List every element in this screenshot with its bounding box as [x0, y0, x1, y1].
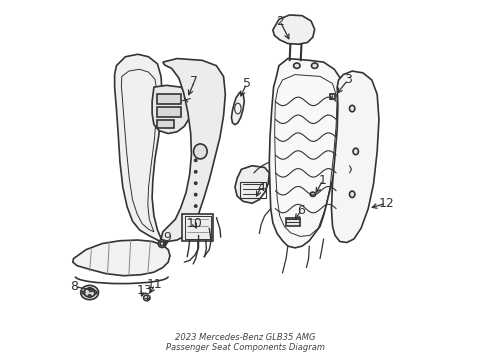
Ellipse shape — [84, 288, 96, 297]
Text: 7: 7 — [190, 75, 198, 88]
Polygon shape — [73, 240, 170, 276]
Bar — [330, 94, 335, 99]
Ellipse shape — [81, 285, 98, 300]
Text: 2: 2 — [276, 14, 284, 27]
Polygon shape — [270, 59, 343, 248]
Ellipse shape — [95, 291, 97, 294]
Polygon shape — [231, 93, 245, 125]
Bar — [182, 214, 213, 241]
Ellipse shape — [353, 148, 358, 155]
Ellipse shape — [195, 194, 197, 196]
Ellipse shape — [195, 159, 197, 161]
Text: 9: 9 — [164, 231, 171, 244]
Bar — [157, 107, 181, 117]
Text: 13: 13 — [136, 284, 152, 297]
Ellipse shape — [194, 144, 207, 159]
Text: 3: 3 — [344, 73, 352, 86]
Bar — [185, 216, 211, 239]
Polygon shape — [152, 85, 192, 134]
Ellipse shape — [195, 182, 197, 184]
Polygon shape — [235, 166, 270, 203]
Ellipse shape — [310, 192, 316, 197]
Ellipse shape — [312, 63, 318, 68]
Polygon shape — [161, 59, 225, 244]
Text: 12: 12 — [378, 197, 394, 210]
Text: 5: 5 — [243, 77, 251, 90]
Ellipse shape — [294, 63, 300, 68]
Ellipse shape — [158, 240, 166, 248]
Ellipse shape — [88, 295, 91, 297]
Text: 6: 6 — [297, 204, 305, 217]
Text: 10: 10 — [186, 217, 202, 230]
Ellipse shape — [195, 171, 197, 173]
Text: 1: 1 — [319, 174, 327, 186]
Bar — [157, 94, 181, 104]
Ellipse shape — [82, 291, 85, 294]
Polygon shape — [331, 71, 379, 243]
Text: 11: 11 — [147, 278, 163, 291]
Ellipse shape — [182, 96, 191, 103]
Bar — [241, 182, 266, 198]
Ellipse shape — [144, 295, 150, 301]
Ellipse shape — [349, 191, 355, 198]
Text: 2023 Mercedes-Benz GLB35 AMG
Passenger Seat Components Diagram: 2023 Mercedes-Benz GLB35 AMG Passenger S… — [166, 333, 324, 352]
Bar — [157, 120, 173, 128]
Polygon shape — [115, 54, 163, 243]
Ellipse shape — [195, 205, 197, 207]
Ellipse shape — [330, 94, 335, 98]
Ellipse shape — [160, 242, 164, 246]
Bar — [286, 217, 300, 226]
Ellipse shape — [349, 105, 355, 112]
Polygon shape — [273, 15, 315, 44]
Ellipse shape — [88, 288, 91, 290]
Text: 4: 4 — [257, 181, 265, 194]
Text: 8: 8 — [70, 280, 78, 293]
